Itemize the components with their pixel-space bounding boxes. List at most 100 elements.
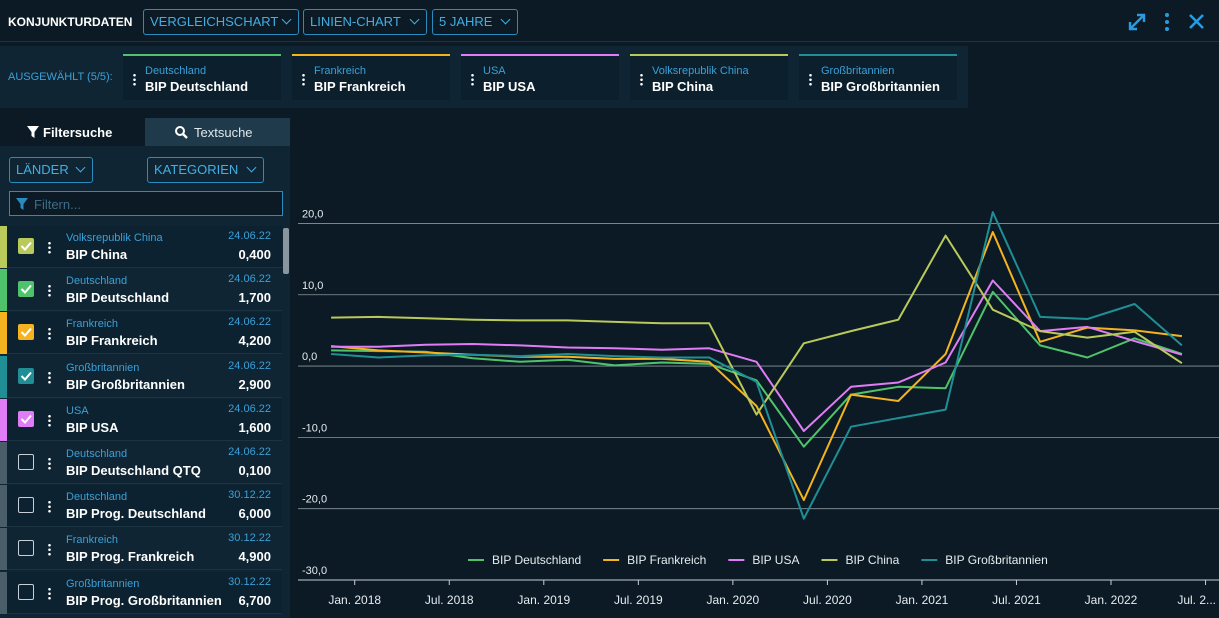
x-tick-label: Jan. 2021 [896,593,949,607]
y-tick-label: 10,0 [302,280,323,292]
item-name: BIP Deutschland QTQ [66,463,201,478]
item-date: 24.06.22 [228,402,271,415]
chip-menu [640,73,643,86]
checkbox[interactable] [18,324,34,341]
y-tick-label: -10,0 [302,422,327,434]
item-menu [48,284,51,298]
chip-country: Deutschland [145,65,207,77]
series-line [331,234,1183,416]
chip-name: BIP Deutschland [145,79,249,94]
item-value: 6,000 [238,506,271,522]
list-item[interactable]: Frankreich 24.06.22 BIP Frankreich 4,200 [0,312,282,355]
list-item[interactable]: Deutschland 24.06.22 BIP Deutschland QTQ 0,… [0,442,282,484]
item-name: BIP Prog. Frankreich [66,549,195,565]
y-tick-label: -20,0 [302,494,327,506]
selected-chip[interactable]: Großbritannien BIP Großbritannien [799,54,957,100]
checkbox[interactable] [18,281,34,298]
dropdown-label: LÄNDER [16,162,69,177]
x-tick-label: Jan. 2022 [1085,593,1138,607]
filter-dropdown[interactable]: LÄNDER [9,157,93,183]
item-menu [48,543,51,557]
item-value: 0,400 [238,247,271,262]
sidebar: Filtersuche Textsuche LÄNDER KATEGORIEN … [0,118,290,618]
dropdown[interactable]: VERGLEICHSCHART [143,9,299,35]
checkbox[interactable] [18,540,34,557]
chip-name: BIP Frankreich [314,79,406,94]
tab[interactable]: Textsuche [145,118,290,146]
header: KONJUNKTURDATEN VERGLEICHSCHART LINIEN-CH… [0,0,1219,42]
selected-chip[interactable]: Volksrepublik China BIP China [630,54,788,100]
checkbox[interactable] [18,454,34,470]
item-value: 4,200 [238,333,271,349]
checkbox[interactable] [18,583,34,600]
item-menu [48,500,51,514]
list-item[interactable]: Großbritannien 30.12.22 BIP Prog. Großbrit… [0,571,282,614]
list-item[interactable]: Volksrepublik China 24.06.22 BIP China 0,40… [0,226,282,268]
list-item[interactable]: USA 24.06.22 BIP USA 1,600 [0,398,282,441]
list-item[interactable]: Großbritannien 24.06.22 BIP Großbritannien… [0,355,282,398]
item-date: 24.06.22 [228,316,271,329]
dropdown-label: 5 JAHRE [439,14,493,29]
item-name: BIP Deutschland [66,290,170,306]
search-placeholder: Filtern... [34,197,81,212]
item-country: USA [66,404,89,417]
item-date: 24.06.22 [228,273,271,286]
legend-label: BIP Großbritannien [945,553,1048,567]
selection-label: AUSGEWÄHLT (5/5): [8,71,113,83]
chip-country: Großbritannien [821,65,895,77]
selected-chip[interactable]: Deutschland BIP Deutschland [123,54,281,100]
item-value: 1,700 [238,290,271,306]
dropdown[interactable]: LINIEN-CHART [303,9,427,35]
tab-label: Filtersuche [43,125,113,140]
list-item[interactable]: Deutschland 30.12.22 BIP Prog. Deutschland… [0,485,282,528]
item-menu [48,413,51,427]
selected-chip[interactable]: Frankreich BIP Frankreich [292,54,450,100]
item-name: BIP China [66,247,128,262]
color-strip [0,485,7,528]
selected-chip[interactable]: USA BIP USA [461,54,619,100]
color-strip [0,398,7,441]
y-tick-label: 20,0 [302,208,323,220]
x-tick-label: Jul. 2018 [425,593,474,607]
tab-active[interactable]: Filtersuche [0,118,145,146]
filter-dropdown[interactable]: KATEGORIEN [147,157,264,183]
chip-country: USA [483,65,506,77]
item-country: Frankreich [66,534,118,547]
item-name: BIP USA [66,419,119,435]
chip-country: Frankreich [314,65,366,77]
x-tick-label: Jul. 2019 [614,593,663,607]
checkbox[interactable] [18,410,34,427]
list-item[interactable]: Frankreich 30.12.22 BIP Prog. Frankreich 4,… [0,528,282,571]
legend-label: BIP China [845,553,899,567]
item-country: Großbritannien [66,361,140,374]
checkbox[interactable] [18,497,34,514]
chip-name: BIP China [652,79,714,94]
dropdown[interactable]: 5 JAHRE [432,9,518,35]
list-item[interactable]: Deutschland 24.06.22 BIP Deutschland 1,700 [0,269,282,312]
item-country: Großbritannien [66,577,140,590]
search-input[interactable]: Filtern... [9,191,283,216]
x-tick-label: Jan. 2018 [328,593,381,607]
menu-icon[interactable] [1160,11,1174,33]
color-strip [0,312,7,355]
series-line [331,290,1183,448]
dropdown-label: KATEGORIEN [154,162,239,177]
checkbox[interactable] [18,367,34,384]
x-tick-label: Jan. 2020 [707,593,760,607]
color-strip [0,528,7,571]
y-tick-label: 0,0 [302,351,317,363]
item-name: BIP Prog. Großbritannien [66,592,222,608]
item-menu [48,457,51,470]
x-tick-label: Jul. 2020 [803,593,852,607]
checkbox[interactable] [18,238,34,254]
item-name: BIP Großbritannien [66,376,185,392]
expand-icon[interactable] [1126,11,1150,33]
app-title: KONJUNKTURDATEN [8,15,133,29]
scrollbar[interactable] [283,228,289,274]
close-icon[interactable] [1187,12,1207,32]
item-value: 2,900 [238,376,271,392]
tab-label: Textsuche [194,125,253,140]
y-tick-label: -30,0 [302,565,327,577]
